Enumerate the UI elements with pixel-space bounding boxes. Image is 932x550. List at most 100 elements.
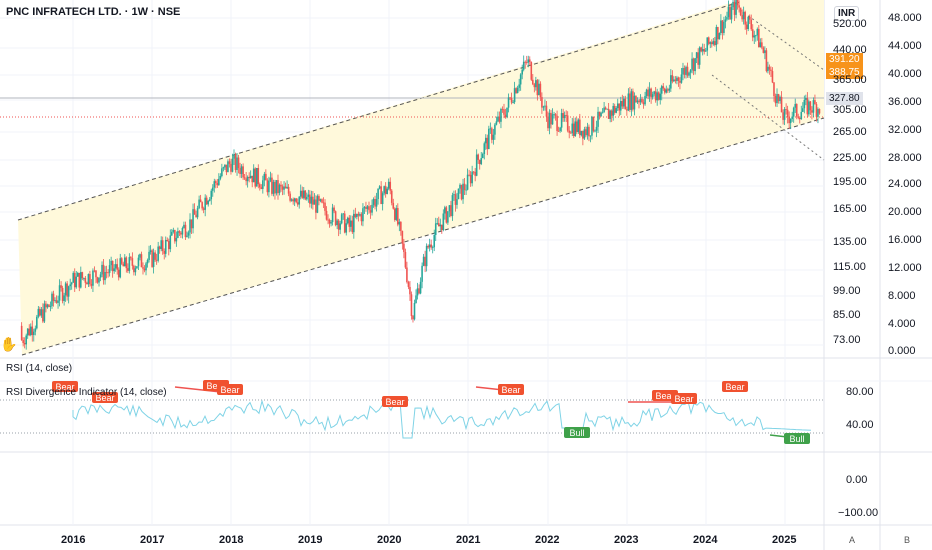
candle-body bbox=[662, 86, 665, 89]
candle-body bbox=[160, 240, 162, 250]
candle-body bbox=[397, 208, 399, 225]
candle-body bbox=[468, 174, 470, 176]
candle-body bbox=[498, 116, 501, 122]
year-label: 2016 bbox=[61, 534, 86, 546]
candle-body bbox=[547, 116, 549, 129]
cursor-hand-icon: ✋ bbox=[0, 336, 18, 352]
candle-body bbox=[322, 202, 325, 204]
candle-body bbox=[177, 231, 179, 238]
currency-label[interactable]: INR bbox=[834, 6, 860, 21]
candle-body bbox=[522, 61, 525, 70]
candle-body bbox=[29, 326, 32, 336]
candle-body bbox=[336, 220, 338, 226]
candle-body bbox=[765, 50, 768, 72]
svg-text:Bear: Bear bbox=[385, 397, 404, 407]
candle-body bbox=[527, 59, 530, 63]
candle-body bbox=[809, 101, 812, 111]
price-tick-label: 195.00 bbox=[833, 176, 867, 188]
candle-body bbox=[73, 272, 76, 288]
bear-marker: Bear bbox=[382, 396, 408, 407]
candle-body bbox=[181, 227, 184, 235]
candle-body bbox=[237, 157, 240, 169]
candle-body bbox=[671, 75, 674, 82]
candle-body bbox=[406, 267, 408, 283]
rsi-line bbox=[72, 399, 812, 439]
candle-body bbox=[591, 116, 593, 136]
candle-body bbox=[783, 109, 786, 120]
year-label: 2019 bbox=[298, 534, 323, 546]
candle-body bbox=[157, 246, 159, 261]
candle-body bbox=[130, 257, 132, 259]
candle-body bbox=[146, 259, 149, 264]
candle-body bbox=[281, 186, 284, 190]
candle-body bbox=[683, 67, 686, 75]
candle-body bbox=[349, 220, 352, 227]
candle-body bbox=[808, 101, 810, 115]
candle-body bbox=[104, 272, 106, 281]
candle-body bbox=[579, 119, 581, 136]
candle-body bbox=[710, 42, 713, 45]
candle-body bbox=[506, 107, 508, 118]
candle-body bbox=[736, 0, 739, 6]
candle-body bbox=[528, 59, 531, 63]
candle-body bbox=[568, 130, 571, 133]
candle-body bbox=[475, 154, 478, 176]
candle-body bbox=[439, 224, 442, 227]
candle-body bbox=[401, 230, 404, 244]
candle-body bbox=[269, 177, 272, 181]
candle-body bbox=[369, 210, 372, 213]
candle-body bbox=[167, 241, 170, 250]
candle-body bbox=[145, 263, 147, 271]
bear-marker: Bear bbox=[722, 381, 748, 392]
axis-b-button[interactable]: B bbox=[904, 535, 911, 545]
candle-body bbox=[265, 173, 267, 181]
candle-body bbox=[422, 256, 425, 266]
candle-body bbox=[583, 129, 586, 139]
candle-body bbox=[739, 7, 742, 16]
candle-body bbox=[54, 300, 56, 301]
candle-body bbox=[589, 135, 592, 137]
candle-body bbox=[307, 194, 310, 197]
candle-body bbox=[667, 89, 669, 91]
candle-body bbox=[704, 50, 707, 52]
candle-body bbox=[695, 52, 698, 59]
candle-body bbox=[275, 180, 278, 194]
candle-body bbox=[81, 272, 84, 279]
candle-body bbox=[818, 109, 821, 114]
candle-body bbox=[99, 274, 102, 278]
svg-text:Bear: Bear bbox=[674, 394, 693, 404]
candle-body bbox=[283, 186, 285, 190]
candle-body bbox=[603, 107, 605, 113]
candle-body bbox=[465, 189, 467, 191]
candle-body bbox=[84, 277, 87, 283]
candle-body bbox=[343, 213, 346, 233]
candle-body bbox=[756, 28, 759, 36]
candle-body bbox=[512, 102, 514, 103]
candle-body bbox=[663, 88, 666, 93]
candle-body bbox=[477, 154, 480, 160]
candle-body bbox=[243, 177, 246, 179]
candle-body bbox=[806, 98, 809, 115]
candle-body bbox=[560, 113, 563, 128]
price-tick-label: 265.00 bbox=[833, 126, 867, 138]
candle-body bbox=[486, 137, 489, 150]
candle-body bbox=[794, 103, 797, 108]
candle-body bbox=[714, 41, 716, 46]
axis-a-button[interactable]: A bbox=[849, 535, 856, 545]
candle-body bbox=[688, 72, 690, 76]
candle-body bbox=[37, 308, 40, 317]
candle-body bbox=[492, 134, 495, 140]
candle-body bbox=[524, 61, 527, 63]
candle-body bbox=[228, 161, 231, 164]
svg-text:Bull: Bull bbox=[569, 428, 584, 438]
candle-body bbox=[105, 272, 108, 273]
candle-body bbox=[87, 274, 90, 285]
candle-body bbox=[689, 69, 692, 73]
candle-body bbox=[698, 47, 701, 65]
candle-body bbox=[304, 190, 307, 200]
candle-body bbox=[95, 270, 97, 278]
candle-body bbox=[753, 35, 756, 38]
candle-body bbox=[365, 206, 367, 210]
candle-body bbox=[544, 105, 546, 107]
